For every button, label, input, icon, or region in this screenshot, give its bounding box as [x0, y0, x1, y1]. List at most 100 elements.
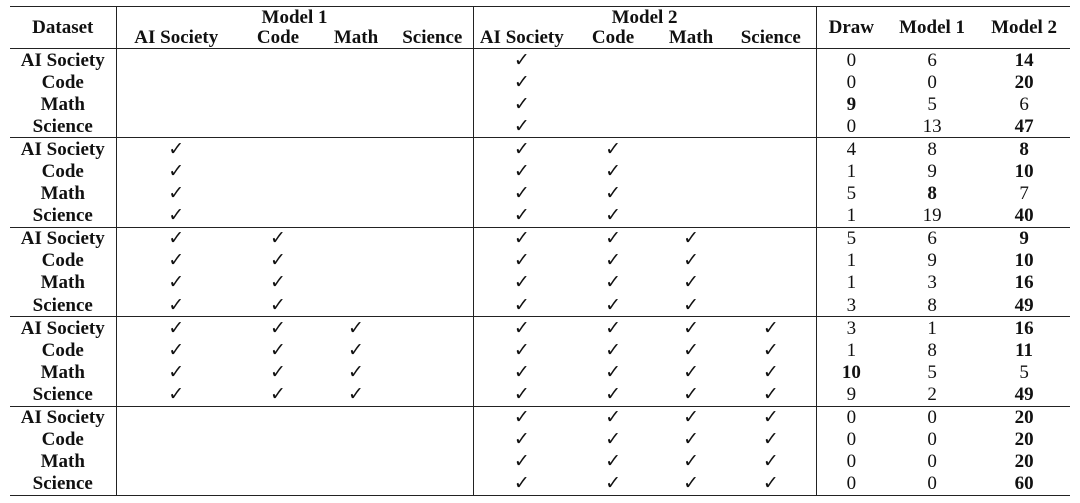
empty-cell: [320, 226, 392, 250]
check-icon: ✓: [513, 250, 530, 272]
empty-cell: [726, 249, 817, 272]
dataset-cell: Math: [10, 361, 117, 384]
empty-cell: [656, 48, 727, 72]
check-icon: ✓: [656, 226, 727, 250]
empty-cell: [320, 205, 392, 228]
results-table: Dataset Model 1 Model 2 Draw Model 1 Mod…: [10, 6, 1071, 496]
model2-score-cell: 20: [978, 405, 1071, 429]
check-icon: ✓: [513, 205, 530, 227]
check-icon: ✓: [605, 383, 621, 405]
empty-cell: [656, 115, 726, 138]
check-icon: ✓: [726, 361, 817, 384]
check-icon: ✓: [320, 316, 392, 340]
model1-result-header: Model 1: [886, 6, 979, 49]
empty-cell: [570, 48, 657, 72]
model1-score-cell: 5: [927, 361, 937, 383]
check-icon: ✓: [513, 451, 530, 473]
model2-subject-header: Math: [656, 27, 727, 49]
model1-score-cell: 8: [927, 339, 937, 361]
empty-cell: [726, 271, 817, 295]
table-row: Code ✓ ✓ ✓ ✓ ✓ ✓ ✓ 1 8 11: [10, 339, 1070, 362]
empty-cell: [320, 272, 392, 294]
check-icon: ✓: [605, 183, 621, 205]
empty-cell: [116, 405, 236, 429]
check-icon: ✓: [473, 48, 571, 72]
model2-score-cell: 40: [1014, 205, 1034, 227]
model2-score-cell: 20: [1014, 451, 1034, 473]
table-row: AI Society ✓ ✓ ✓ ✓ 0 0 20: [10, 405, 1071, 429]
model2-subject-header: Code: [570, 27, 657, 49]
table-row: AI Society ✓ ✓ ✓ 4 8 8: [10, 137, 1071, 161]
empty-cell: [392, 226, 474, 250]
model1-score-cell: 0: [927, 71, 937, 93]
dataset-cell: Math: [10, 450, 117, 473]
empty-cell: [570, 93, 656, 115]
model1-score-cell: 0: [886, 472, 979, 496]
check-icon: ✓: [683, 339, 699, 361]
model2-score-cell: 16: [1014, 272, 1034, 294]
check-icon: ✓: [513, 294, 530, 316]
check-icon: ✓: [513, 161, 530, 183]
check-icon: ✓: [168, 339, 185, 361]
dataset-cell: AI Society: [10, 48, 117, 72]
empty-cell: [656, 160, 726, 182]
empty-cell: [392, 115, 474, 138]
check-icon: ✓: [683, 250, 699, 272]
model1-subject-header: Code: [236, 27, 320, 49]
table-row: AI Society ✓ 0 6 14: [10, 48, 1071, 72]
empty-cell: [320, 472, 392, 496]
dataset-cell: Science: [10, 294, 117, 317]
draw-score-cell: 1: [846, 272, 857, 294]
empty-cell: [236, 429, 320, 451]
check-icon: ✓: [605, 451, 621, 473]
check-icon: ✓: [473, 472, 571, 496]
check-icon: ✓: [270, 361, 286, 383]
empty-cell: [236, 451, 320, 473]
check-icon: ✓: [570, 472, 657, 496]
check-icon: ✓: [513, 429, 530, 451]
empty-cell: [392, 316, 474, 340]
check-icon: ✓: [513, 339, 530, 361]
dataset-cell: Math: [10, 182, 117, 205]
empty-cell: [116, 93, 236, 115]
check-icon: ✓: [656, 472, 727, 496]
check-icon: ✓: [726, 450, 817, 473]
model1-score-cell: 0: [927, 451, 937, 473]
table-row: Code ✓ ✓ ✓ ✓ 0 0 20: [10, 428, 1070, 451]
check-icon: ✓: [270, 272, 286, 294]
check-icon: ✓: [116, 226, 236, 250]
check-icon: ✓: [570, 226, 657, 250]
dataset-cell: AI Society: [10, 226, 117, 250]
empty-cell: [726, 48, 817, 72]
empty-cell: [236, 405, 320, 429]
dataset-cell: Math: [10, 271, 117, 295]
model1-score-cell: 8: [886, 137, 979, 161]
model2-score-cell: 16: [978, 316, 1071, 340]
check-icon: ✓: [168, 272, 185, 294]
empty-cell: [392, 405, 474, 429]
model2-score-cell: 20: [1014, 71, 1034, 93]
table-body: AI Society ✓ 0 6 14 Code ✓ 0 0 20 Math ✓ 9 5 6 Science ✓…: [10, 48, 1071, 496]
check-icon: ✓: [513, 115, 530, 137]
check-icon: ✓: [683, 272, 699, 294]
dataset-cell: AI Society: [10, 405, 117, 429]
model1-subject-header: Math: [320, 27, 392, 49]
model1-score-cell: 19: [922, 205, 942, 227]
table-row: Science ✓ ✓ ✓ 1 19 40: [10, 204, 1070, 228]
model2-result-header: Model 2: [978, 6, 1071, 49]
empty-cell: [320, 183, 392, 205]
model2-score-cell: 6: [1019, 93, 1029, 115]
model2-score-cell: 5: [1019, 361, 1029, 383]
empty-cell: [392, 160, 474, 183]
table-row: Science ✓ ✓ ✓ ✓ ✓ ✓ ✓ 9 2 49: [10, 383, 1070, 406]
draw-score-cell: 0: [816, 472, 887, 496]
empty-cell: [116, 115, 236, 138]
empty-cell: [392, 182, 474, 205]
check-icon: ✓: [683, 294, 699, 316]
check-icon: ✓: [605, 294, 621, 316]
empty-cell: [116, 429, 236, 451]
model1-score-cell: 2: [927, 383, 937, 405]
table-row: Science ✓ ✓ ✓ ✓ 0 0 60: [10, 472, 1071, 496]
empty-cell: [236, 205, 320, 228]
draw-score-cell: 0: [846, 115, 857, 137]
